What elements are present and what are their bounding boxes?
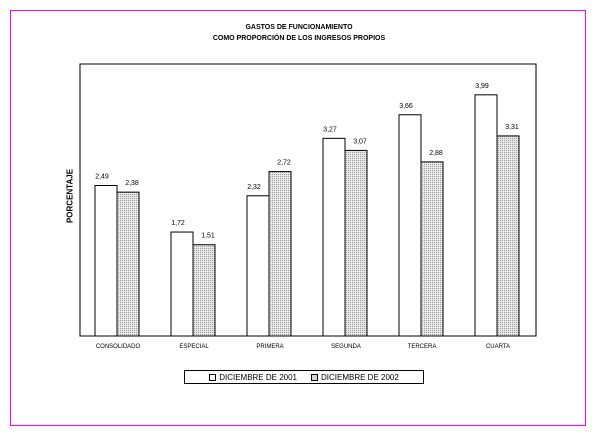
category-label: CONSOLIDADO: [96, 344, 141, 350]
bar-primera-2001: [246, 195, 270, 337]
category-label: TERCERA: [408, 344, 437, 350]
data-label: 1,51: [201, 233, 215, 240]
bar-tercera-2001: [398, 114, 422, 337]
legend-item-2001: DICIEMBRE DE 2001: [209, 373, 297, 382]
chart-title-line-1: GASTOS DE FUNCIONAMIENTO: [245, 24, 353, 31]
bar-especial-2002: [192, 244, 216, 337]
category-label: PRIMERA: [256, 344, 283, 350]
bar-cuarta-2002: [496, 135, 520, 337]
data-label: 3,27: [323, 126, 337, 133]
data-label: 2,72: [277, 160, 291, 167]
data-label: 2,38: [125, 180, 139, 187]
legend-label-2001: DICIEMBRE DE 2001: [219, 372, 297, 382]
legend-label-2002: DICIEMBRE DE 2002: [321, 372, 399, 382]
bar-consolidado-2001: [94, 184, 118, 337]
bar-especial-2001: [170, 231, 194, 337]
bar-consolidado-2002: [116, 191, 140, 337]
chart-title-line-2: COMO PROPORCIÓN DE LOS INGRESOS PROPIOS: [212, 35, 386, 42]
legend-swatch-2001: [209, 373, 217, 381]
data-label: 3,66: [399, 103, 413, 110]
bar-segunda-2002: [344, 149, 368, 337]
legend: DICIEMBRE DE 2001 DICIEMBRE DE 2002: [184, 370, 424, 384]
bar-tercera-2002: [420, 161, 444, 337]
data-label: 3,07: [353, 138, 367, 145]
bar-primera-2002: [268, 171, 292, 337]
category-label: CUARTA: [486, 344, 510, 350]
category-label: ESPECIAL: [179, 344, 209, 350]
data-label: 3,31: [505, 124, 519, 131]
data-label: 2,49: [95, 173, 109, 180]
legend-item-2002: DICIEMBRE DE 2002: [311, 373, 399, 382]
bar-segunda-2001: [322, 137, 346, 337]
data-label: 3,99: [475, 83, 489, 90]
category-label: SEGUNDA: [331, 344, 361, 350]
legend-swatch-2002: [311, 373, 318, 381]
bar-cuarta-2001: [474, 94, 498, 337]
data-label: 2,32: [247, 184, 261, 191]
plot-area: [79, 63, 537, 337]
data-label: 2,88: [429, 150, 443, 157]
data-label: 1,72: [171, 220, 185, 227]
